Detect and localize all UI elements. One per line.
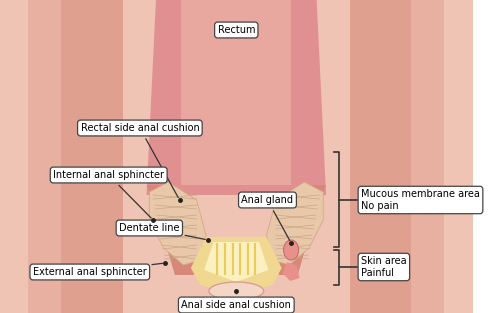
Text: External anal sphincter: External anal sphincter [33,263,162,277]
Polygon shape [266,182,323,265]
Text: Internal anal sphincter: Internal anal sphincter [53,170,164,218]
Polygon shape [28,0,104,313]
Polygon shape [150,182,206,265]
Polygon shape [0,0,66,313]
Polygon shape [146,0,326,195]
Polygon shape [182,0,291,185]
Text: Rectal side anal cushion: Rectal side anal cushion [80,123,200,198]
Polygon shape [350,0,411,313]
Ellipse shape [284,240,298,260]
Polygon shape [368,0,444,313]
Text: Skin area
Painful: Skin area Painful [361,256,406,278]
Polygon shape [204,242,268,282]
Polygon shape [146,185,199,275]
Polygon shape [406,0,472,313]
Polygon shape [0,0,472,313]
Text: Anal gland: Anal gland [242,195,294,241]
Polygon shape [282,262,300,281]
Polygon shape [191,237,282,295]
Text: Anal side anal cushion: Anal side anal cushion [182,294,291,310]
Polygon shape [104,0,368,313]
Text: Dentate line: Dentate line [119,223,205,239]
Ellipse shape [209,282,264,300]
Text: Rectum: Rectum [218,25,255,35]
Polygon shape [274,185,326,275]
Polygon shape [62,0,123,313]
Text: Mucous membrane area
No pain: Mucous membrane area No pain [361,189,480,211]
